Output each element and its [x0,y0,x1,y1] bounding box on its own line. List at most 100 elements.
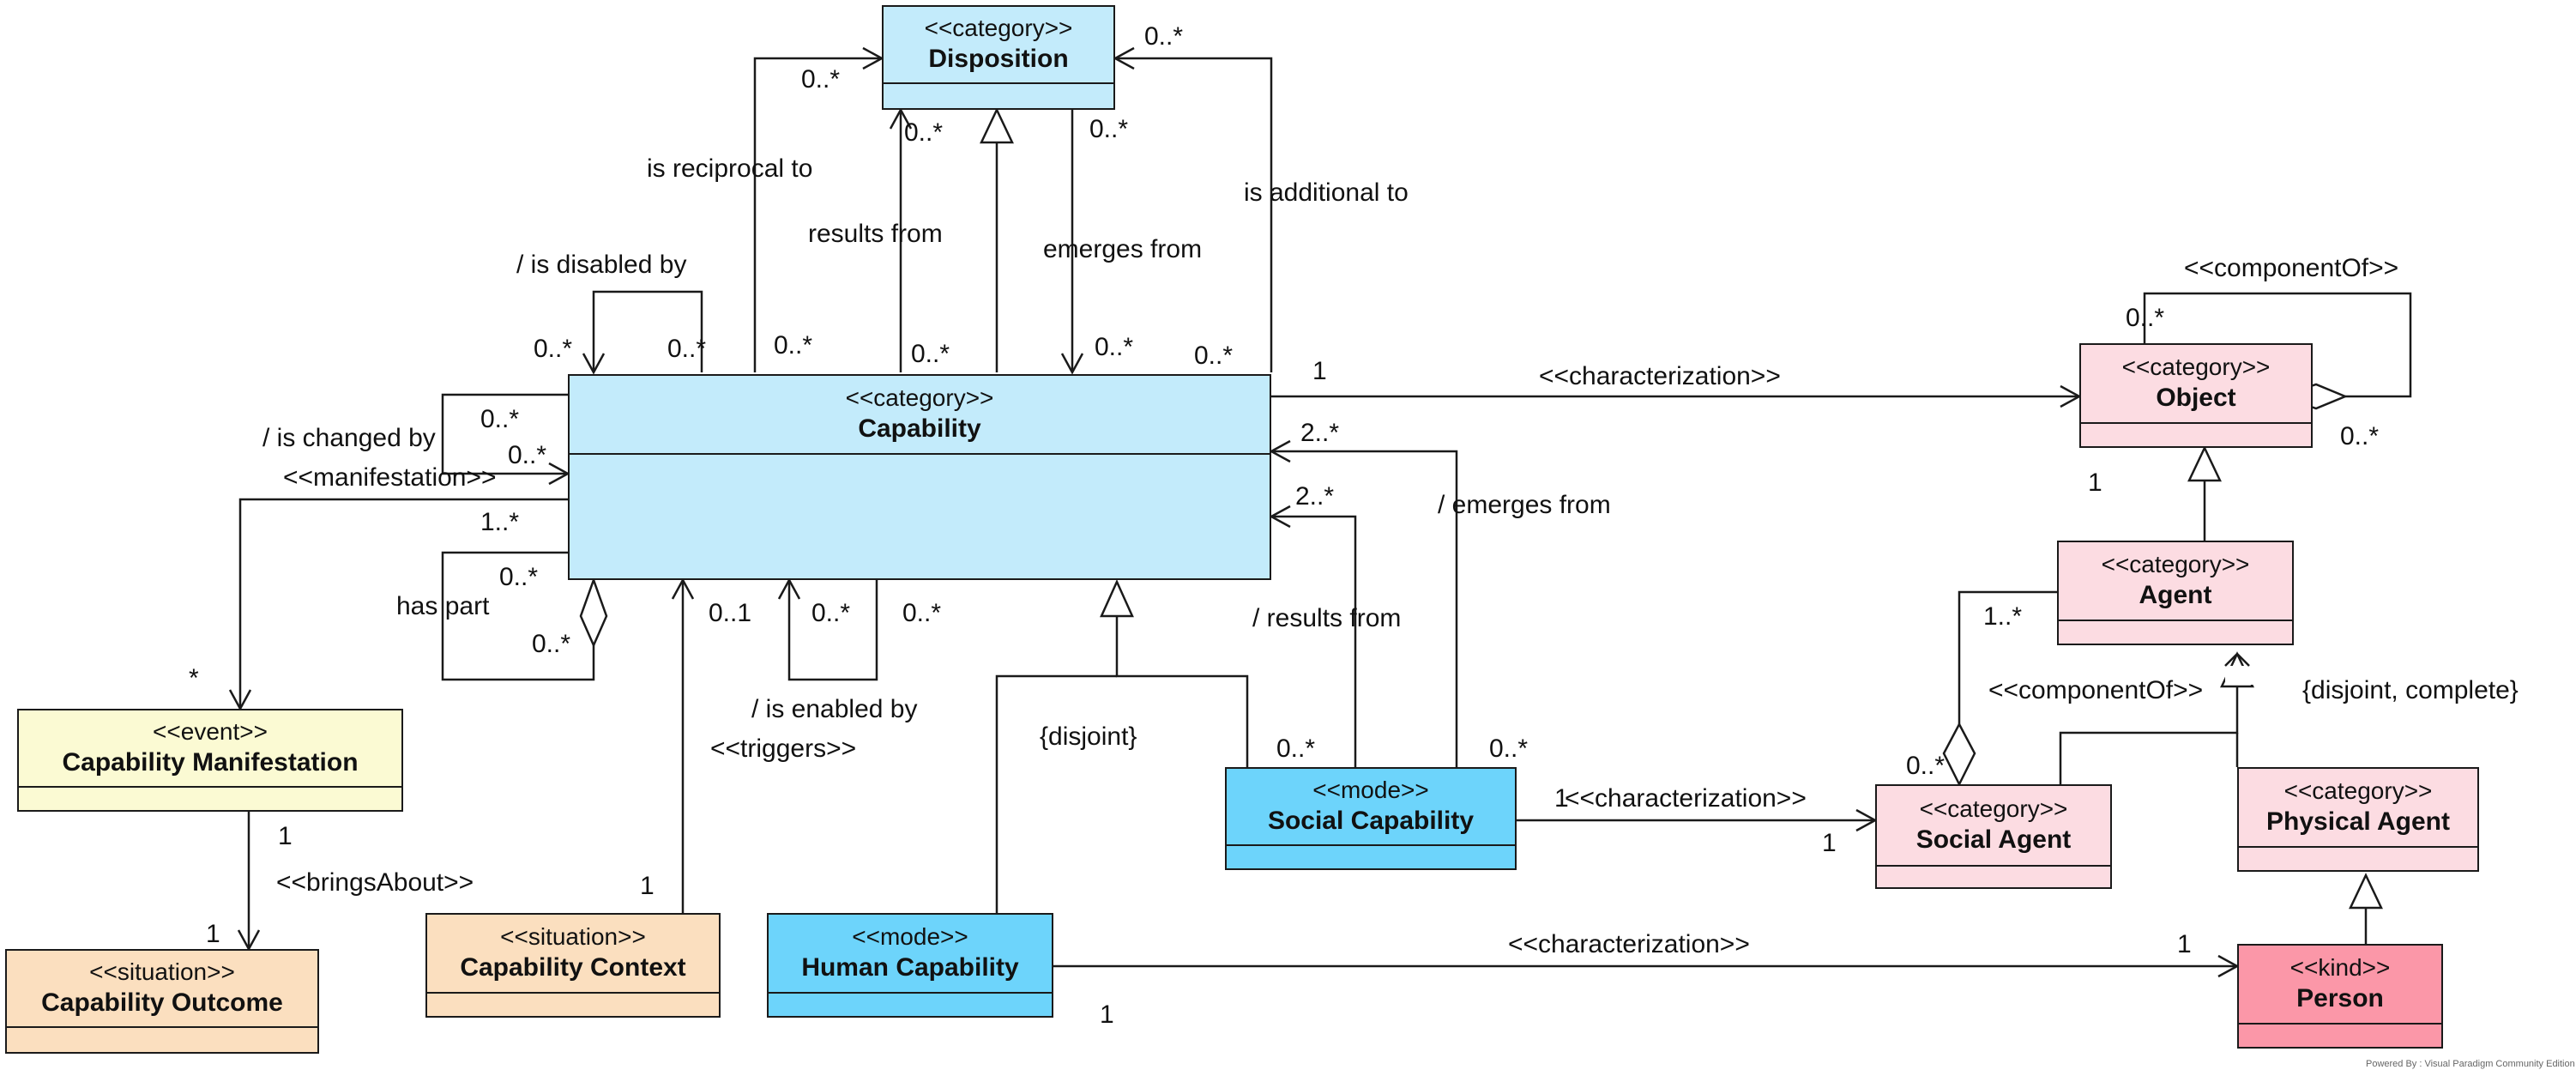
class-capability[interactable]: <<category>> Capability [568,374,1271,580]
gen-agent-triangle-mask [2225,666,2259,685]
mult-manifest-event: * [189,664,199,692]
label-characterization-human: <<characterization>> [1508,930,1750,958]
gen-agent-triangle-tip [2224,652,2250,667]
label-is-additional-to: is additional to [1244,178,1409,207]
assoc-sresults-arrow [1269,505,1291,529]
class-person-name: Person [2296,984,2384,1013]
class-disposition[interactable]: <<category>> Disposition [882,5,1115,110]
class-capability-name: Capability [858,414,981,443]
assoc-changed-line [441,393,568,475]
mult-emerges-bottom: 0..* [1095,333,1134,361]
class-agent-stereotype: <<category>> [2101,551,2250,577]
assoc-sresults-line [1271,515,1357,767]
class-physical-agent-name: Physical Agent [2266,807,2450,836]
mult-disabled-right: 0..* [667,335,707,363]
mult-disabled-left: 0..* [534,335,573,363]
mult-haspart-top: 0..* [499,563,539,591]
class-capability-outcome-stereotype: <<situation>> [89,958,235,985]
mult-haspart-bottom: 0..* [532,630,571,658]
assoc-emerges-arrow [1060,353,1084,375]
class-person[interactable]: <<kind>> Person [2237,944,2443,1049]
assoc-semerges-line [1271,450,1458,767]
mult-recip-top: 0..* [801,65,841,94]
class-social-agent-stereotype: <<category>> [1919,795,2068,822]
mult-context-cap: 0..1 [709,599,752,627]
class-person-header: <<kind>> Person [2239,946,2441,1025]
assoc-manifestation-line [238,498,568,709]
mult-enabled-left: 0..* [811,599,851,627]
assoc-enabled-line [787,580,878,681]
gen-person-triangle [2349,873,2383,910]
label-component-of-top: <<componentOf>> [2184,254,2399,282]
mult-char-top-cap: 1 [1312,357,1327,385]
class-physical-agent[interactable]: <<category>> Physical Agent [2237,767,2479,872]
class-object-stereotype: <<category>> [2121,354,2271,380]
class-object-header: <<category>> Object [2081,345,2311,424]
assoc-haspart-line [441,551,595,681]
class-human-capability-header: <<mode>> Human Capability [769,915,1052,994]
class-capability-manifestation[interactable]: <<event>> Capability Manifestation [17,709,403,812]
watermark: Powered By : Visual Paradigm Community E… [2366,1059,2575,1069]
class-object[interactable]: <<category>> Object [2079,343,2313,448]
mult-manifest-cap: 1..* [480,508,520,536]
assoc-comp-agent-diamond [1942,722,1976,787]
mult-results-top: 0..* [904,118,944,147]
label-is-reciprocal-to: is reciprocal to [647,154,813,183]
class-object-name: Object [2156,384,2236,412]
mult-changed-top: 0..* [480,405,520,433]
mult-context-ctx: 1 [640,872,655,900]
label-has-part: has part [396,592,490,620]
class-capability-context-stereotype: <<situation>> [500,923,646,950]
mult-results-bottom: 0..* [911,340,950,368]
label-disjoint-complete: {disjoint, complete} [2302,676,2519,704]
gen-social-line [1115,616,1249,767]
label-slash-emerges-from: / emerges from [1438,491,1611,519]
class-social-agent[interactable]: <<category>> Social Agent [1875,784,2112,889]
class-capability-outcome[interactable]: <<situation>> Capability Outcome [5,949,319,1054]
mult-char-soc-dst: 1 [1822,829,1837,857]
mult-char-hum-dst: 1 [2177,930,2192,958]
gen-human-line [995,674,1117,913]
class-social-capability-name: Social Capability [1267,807,1475,835]
class-capability-manifestation-stereotype: <<event>> [153,718,268,745]
class-capability-context[interactable]: <<situation>> Capability Context [425,913,721,1018]
class-physical-agent-stereotype: <<category>> [2283,777,2433,804]
label-slash-results-from: / results from [1252,604,1402,632]
label-characterization-top: <<characterization>> [1539,362,1781,390]
class-human-capability-name: Human Capability [801,953,1019,982]
label-emerges-from: emerges from [1043,235,1203,263]
class-disposition-stereotype: <<category>> [924,15,1073,41]
class-agent-header: <<category>> Agent [2059,542,2292,621]
class-agent[interactable]: <<category>> Agent [2057,541,2294,645]
mult-char-hum-src: 1 [1100,1000,1114,1029]
mult-char-soc-src: 1 [1554,784,1569,813]
class-social-capability[interactable]: <<mode>> Social Capability [1225,767,1517,870]
assoc-reciprocal-line [753,57,882,372]
class-social-capability-stereotype: <<mode>> [1312,777,1429,803]
label-triggers: <<triggers>> [710,734,857,763]
class-capability-manifestation-header: <<event>> Capability Manifestation [19,710,401,788]
assoc-additional-arrow [1113,46,1135,70]
mult-comp-obj-right: 0..* [2340,422,2380,450]
class-capability-context-name: Capability Context [460,953,686,982]
assoc-results-arrow [889,107,913,130]
gen-agent-object-triangle [2187,445,2222,482]
class-social-agent-header: <<category>> Social Agent [1877,786,2110,867]
label-disjoint: {disjoint} [1040,722,1137,751]
assoc-context-arrow [671,577,695,600]
mult-changed-bottom: 0..* [508,441,547,469]
class-capability-context-header: <<situation>> Capability Context [427,915,719,994]
class-agent-name: Agent [2139,581,2212,609]
class-disposition-header: <<category>> Disposition [884,7,1113,84]
class-social-agent-name: Social Agent [1915,825,2072,854]
label-brings-about: <<bringsAbout>> [276,868,474,897]
class-capability-header: <<category>> Capability [570,376,1270,455]
class-human-capability[interactable]: <<mode>> Human Capability [767,913,1053,1018]
assoc-haspart-diamond [579,577,608,649]
assoc-disabled-arrow [582,353,606,375]
mult-char-top-obj: 1 [2088,468,2102,497]
mult-comp-agent: 1..* [1983,602,2023,631]
assoc-semerges-arrow [1269,439,1291,463]
assoc-comp-object-line [2143,292,2412,398]
